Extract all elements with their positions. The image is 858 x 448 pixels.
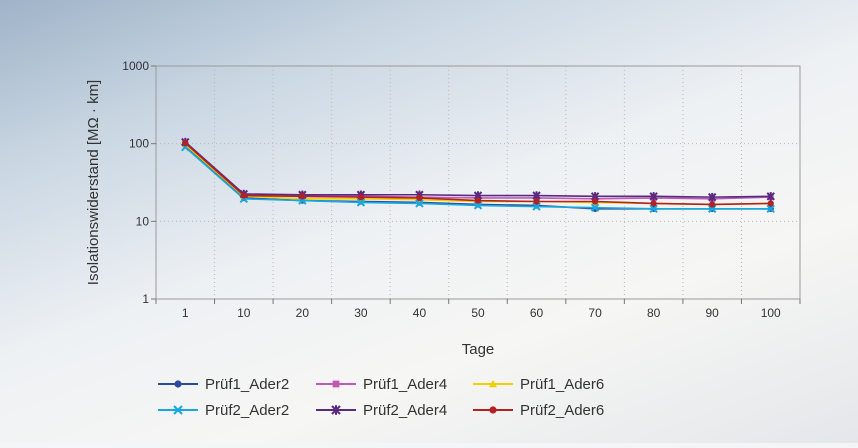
- legend-label: Prüf2_Ader4: [363, 402, 447, 419]
- data-point: [767, 200, 774, 207]
- data-point: [299, 193, 306, 200]
- data-point: [650, 200, 657, 207]
- y-tick-label: 1: [142, 292, 149, 306]
- legend-label: Prüf1_Ader6: [520, 376, 604, 393]
- x-tick-label: 70: [588, 306, 602, 320]
- y-tick-label: 1000: [122, 59, 149, 73]
- x-axis-label: Tage: [462, 341, 495, 358]
- data-point: [766, 192, 775, 201]
- data-point: [240, 192, 247, 199]
- series-Prüf2_Ader4: [181, 137, 775, 202]
- x-tick-label: 10: [237, 306, 251, 320]
- data-point: [489, 380, 497, 388]
- x-tick-label: 80: [647, 306, 661, 320]
- data-point: [173, 405, 183, 415]
- data-point: [474, 197, 482, 204]
- data-point: [332, 380, 340, 388]
- legend-label: Prüf1_Ader2: [205, 376, 289, 393]
- data-point: [707, 192, 717, 202]
- data-point: [590, 203, 600, 212]
- series-group: [181, 137, 775, 214]
- data-point: [357, 193, 365, 201]
- data-point: [533, 198, 540, 205]
- data-point: [174, 380, 182, 388]
- data-point: [489, 406, 497, 414]
- x-tick-label: 40: [413, 306, 427, 320]
- data-point: [532, 191, 541, 200]
- y-axis-label: Isolationswiderstand [MΩ · km]: [85, 80, 102, 285]
- data-point: [532, 202, 541, 211]
- data-point: [473, 201, 483, 210]
- x-tick-label: 50: [471, 306, 485, 320]
- x-tick-label: 1: [182, 306, 189, 320]
- legend-item: Prüf1_Ader6: [473, 376, 604, 393]
- plot-frame: [155, 65, 801, 300]
- x-tick-label: 20: [296, 306, 310, 320]
- data-point: [766, 204, 775, 214]
- data-point: [649, 192, 658, 201]
- legend-item: Prüf1_Ader2: [158, 376, 289, 393]
- data-point: [649, 204, 658, 214]
- data-point: [416, 194, 423, 202]
- y-axis: 1 10 100 1000: [122, 59, 156, 306]
- legend-item: Prüf2_Ader2: [158, 402, 289, 419]
- x-axis: 1 10 20 30 40 50 60 70 80 90 100: [155, 299, 801, 320]
- x-tick-label: 100: [761, 306, 781, 320]
- series-Prüf2_Ader6: [182, 139, 774, 208]
- data-point: [356, 198, 366, 207]
- x-tick-label: 30: [354, 306, 368, 320]
- data-point: [331, 405, 341, 415]
- x-tick-label: 60: [530, 306, 544, 320]
- legend-label: Prüf2_Ader6: [520, 402, 604, 419]
- x-tick-label: 90: [706, 306, 720, 320]
- legend-item: Prüf1_Ader4: [316, 376, 447, 393]
- legend: Prüf1_Ader2 Prüf1_Ader4 Prüf1_Ader6 Prüf2_A…: [158, 376, 604, 419]
- legend-item: Prüf2_Ader6: [473, 402, 604, 419]
- legend-label: Prüf2_Ader2: [205, 402, 289, 419]
- data-point: [709, 201, 716, 208]
- data-point: [182, 139, 189, 147]
- y-tick-label: 100: [129, 137, 149, 151]
- data-point: [415, 199, 424, 208]
- grid: [156, 66, 800, 299]
- data-point: [591, 198, 599, 205]
- legend-item: Prüf2_Ader4: [316, 402, 447, 419]
- legend-label: Prüf1_Ader4: [363, 376, 447, 393]
- y-tick-label: 10: [136, 214, 150, 228]
